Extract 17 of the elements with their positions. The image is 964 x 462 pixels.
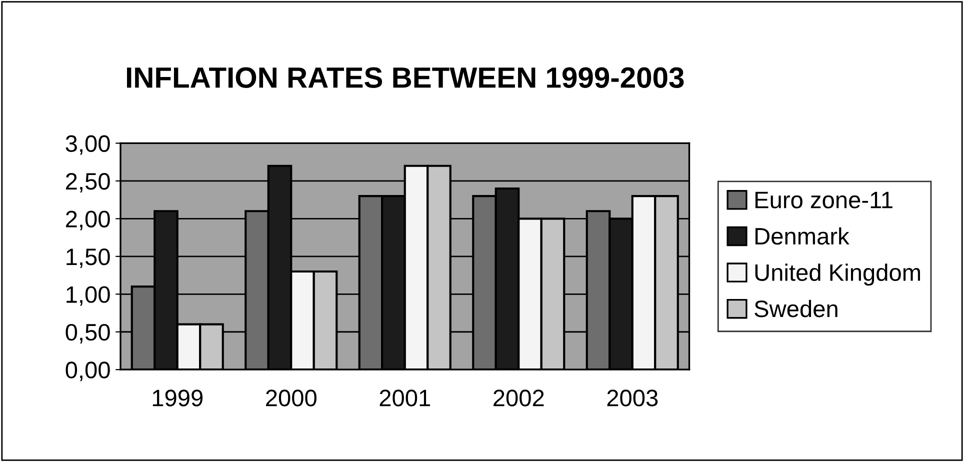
x-tick-label: 2002	[494, 390, 544, 406]
legend-label: United Kingdom	[755, 264, 920, 286]
y-tick-label: 0,00	[66, 362, 110, 382]
y-tick-label: 1,50	[66, 248, 110, 268]
y-tick-label: 2,50	[66, 173, 110, 193]
x-tick-label: 2001	[380, 390, 430, 406]
x-tick-label: 2003	[607, 390, 658, 406]
y-tick-label: 1,00	[66, 286, 110, 306]
y-tick-label: 3,00	[66, 135, 110, 155]
y-tick-label: 2,00	[66, 210, 110, 230]
x-tick-label: 2000	[266, 390, 316, 406]
legend-label: Euro zone-11	[755, 192, 892, 208]
y-tick-label: 0,50	[66, 324, 110, 344]
legend-label: Denmark	[755, 227, 850, 245]
x-tick-label: 1999	[152, 390, 203, 406]
legend-label: Sweden	[754, 300, 838, 318]
chart-title: INFLATION RATES BETWEEN 1999-2003	[126, 67, 684, 88]
